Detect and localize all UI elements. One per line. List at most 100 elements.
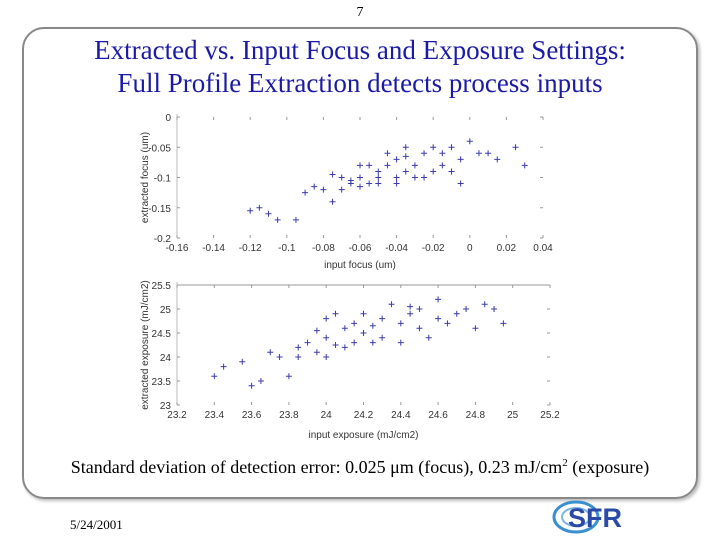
data-point (388, 301, 395, 308)
data-point (295, 354, 302, 360)
data-point (439, 162, 446, 169)
data-point (369, 322, 376, 329)
data-point (248, 382, 255, 389)
data-point (323, 315, 330, 322)
x-tick-label: 24.2 (354, 410, 374, 421)
data-point (393, 174, 400, 181)
data-point (384, 150, 391, 157)
data-point (311, 183, 318, 190)
data-point (521, 162, 528, 169)
data-point (239, 358, 246, 365)
y-tick-label: 24.5 (152, 329, 172, 340)
y-tick-label: -0.2 (154, 234, 172, 245)
data-point (276, 354, 283, 360)
data-point (351, 320, 358, 327)
sfr-logo: SFR (552, 500, 622, 534)
data-point (411, 174, 418, 181)
caption-post: (exposure) (567, 457, 650, 477)
data-point (512, 144, 519, 151)
logo-ring (552, 500, 600, 534)
data-point (369, 339, 376, 346)
data-point (411, 162, 418, 169)
x-tick-label: -0.1 (278, 243, 296, 254)
x-tick-label: 0 (467, 243, 473, 254)
data-point (453, 310, 460, 317)
x-tick-label: -0.02 (422, 243, 445, 254)
data-point (472, 325, 479, 332)
data-point (347, 177, 354, 184)
logo-text: SFR (568, 503, 622, 533)
x-tick-label: 23.6 (242, 410, 262, 421)
y-axis-label: extracted focus (um) (140, 132, 151, 223)
caption-sup: 2 (562, 457, 568, 469)
caption-mid: m (focus), 0.23 mJ/cm (399, 457, 563, 477)
x-axis-label: input focus (um) (324, 260, 396, 271)
data-point (384, 162, 391, 169)
data-point (211, 373, 218, 380)
x-tick-label: -0.16 (166, 243, 189, 254)
x-tick-label: 23.4 (205, 410, 225, 421)
data-point (285, 373, 292, 380)
x-tick-label: -0.04 (385, 243, 408, 254)
slide-frame (22, 27, 698, 499)
y-tick-label: 23.5 (152, 377, 172, 388)
data-point (329, 171, 336, 178)
y-tick-label: -0.05 (148, 143, 171, 154)
data-point (463, 306, 470, 312)
data-point (304, 339, 311, 346)
data-point (457, 156, 464, 163)
data-point (366, 180, 373, 187)
data-point (430, 168, 437, 175)
data-point (267, 349, 274, 356)
x-tick-label: -0.12 (239, 243, 262, 254)
data-point (302, 189, 309, 196)
data-point (292, 216, 299, 223)
data-point (485, 150, 492, 157)
data-point (295, 344, 302, 351)
date-footer: 5/24/2001 (70, 517, 123, 532)
data-point (379, 315, 386, 322)
x-tick-label: 23.2 (167, 410, 187, 421)
data-point (407, 303, 414, 310)
y-axis-label: extracted exposure (mJ/cm2) (140, 280, 151, 410)
data-point (481, 301, 488, 308)
y-tick-label: 25 (160, 305, 172, 316)
data-point (397, 320, 404, 327)
data-point (375, 174, 382, 181)
caption-mu: μ (390, 457, 400, 477)
title-line-1: Extracted vs. Input Focus and Exposure S… (94, 35, 626, 65)
data-point (338, 174, 345, 181)
data-point (375, 180, 382, 187)
data-point (397, 339, 404, 346)
x-tick-label: 25 (507, 410, 519, 421)
data-point (494, 156, 501, 163)
data-point (332, 310, 339, 317)
data-point (393, 156, 400, 163)
y-tick-label: 0 (165, 113, 171, 124)
data-point (274, 216, 281, 223)
data-point (320, 186, 327, 193)
page-number: 7 (356, 5, 364, 20)
data-point (457, 180, 464, 187)
data-point (402, 144, 409, 151)
y-tick-label: -0.15 (148, 204, 171, 215)
data-point (435, 315, 442, 322)
data-point (338, 186, 345, 193)
y-tick-label: 24 (160, 353, 172, 364)
y-tick-label: 23 (160, 401, 172, 412)
data-point (357, 183, 363, 190)
data-point (341, 344, 348, 351)
data-point (402, 153, 409, 160)
x-tick-label: 23.8 (279, 410, 299, 421)
x-tick-label: 0.02 (497, 243, 517, 254)
data-point (425, 334, 432, 341)
data-point (265, 210, 272, 217)
data-point (439, 150, 446, 157)
data-point (448, 144, 455, 151)
data-point (357, 174, 363, 181)
data-point (393, 180, 400, 187)
data-point (421, 150, 428, 157)
x-tick-label: 24 (321, 410, 333, 421)
data-point (466, 138, 473, 145)
data-point (313, 349, 320, 356)
